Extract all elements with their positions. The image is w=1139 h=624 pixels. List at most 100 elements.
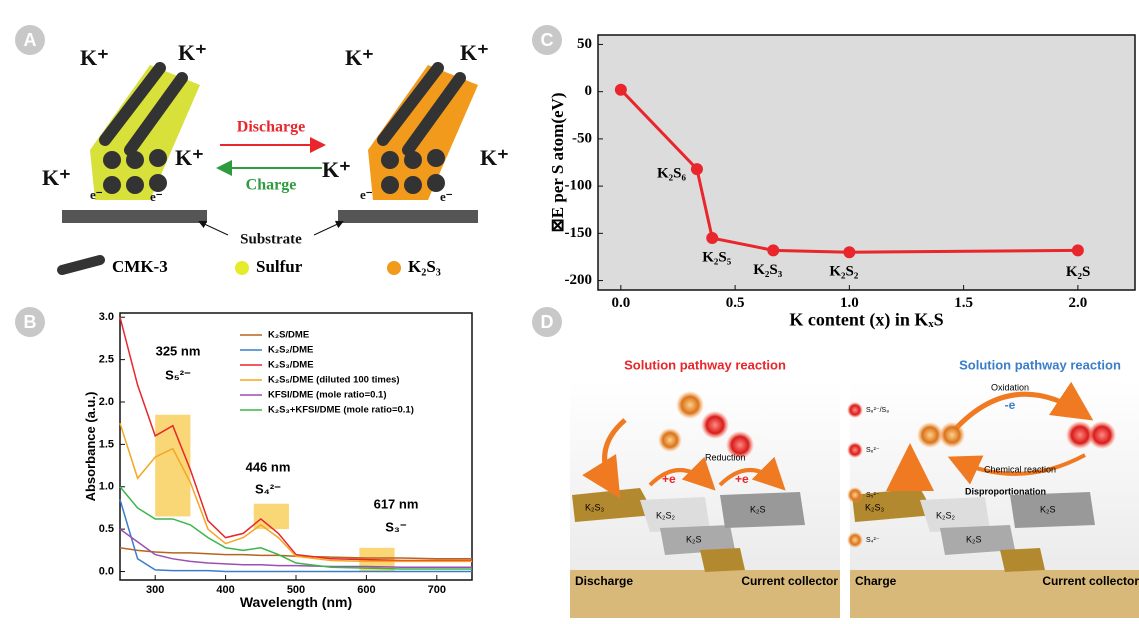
ion-label: K⁺ <box>80 45 109 70</box>
legend-label: Sulfur <box>256 257 303 276</box>
scene-title: Solution pathway reaction <box>624 357 786 372</box>
y-tick-label: 2.5 <box>99 354 114 366</box>
panel-a: K⁺ K⁺ K⁺ K⁺ K⁺ K⁺ K⁺ K⁺ e⁻ e⁻ e⁻ e⁻ Disc… <box>42 40 509 276</box>
charge-label: Charge <box>246 177 297 194</box>
point-label: K₂S <box>1066 264 1091 280</box>
x-tick-label: 1.0 <box>840 295 859 311</box>
arrow <box>718 456 786 491</box>
letter-badge <box>532 307 562 337</box>
legend-label: KFSI/DME (mole ratio=0.1) <box>268 390 387 401</box>
series-line <box>119 422 472 563</box>
annotation: S₅²⁻ <box>165 367 191 382</box>
species-label: K₂S <box>1040 504 1056 514</box>
disproportionation-label: Disproportionation <box>965 486 1046 496</box>
y-tick-label: -200 <box>565 272 593 288</box>
y-axis-label: ⊠E per S atom(eV) <box>548 93 567 233</box>
electron-label: +e <box>662 472 676 486</box>
y-tick-label: -150 <box>565 225 593 241</box>
collector-label: Current collector <box>1042 574 1139 588</box>
point-label: K₂S₃ <box>753 262 783 278</box>
legend-label: S₄²⁻ <box>866 537 880 544</box>
species-label: K₂S₂ <box>656 510 675 520</box>
series-line <box>119 317 472 562</box>
electron-label: e⁻ <box>360 187 373 202</box>
species-label: K₂S₃ <box>585 502 604 512</box>
ion-label: K⁺ <box>460 40 489 65</box>
x-tick-label: 400 <box>216 584 234 596</box>
legend-label: K₂S₃/DME <box>268 360 314 371</box>
mode-label: Charge <box>855 574 897 588</box>
ion-label: K⁺ <box>178 40 207 65</box>
x-tick-label: 500 <box>287 584 305 596</box>
panel-d: Solution pathway reaction Solution pathw… <box>570 357 1139 618</box>
ion-label: K⁺ <box>175 145 204 170</box>
y-tick-label: 50 <box>577 36 592 52</box>
species-label: K₂S <box>966 534 982 544</box>
chemical-label: Chemical reaction <box>984 464 1056 474</box>
series-line <box>119 547 472 560</box>
annotation: 617 nm <box>374 496 419 511</box>
ion-label: K⁺ <box>322 157 351 182</box>
point-label: K₂S₆ <box>657 166 687 182</box>
legend-label: S₈²⁻/S₈ <box>866 407 889 414</box>
oxidation-label: Oxidation <box>991 382 1029 392</box>
chart: 300 400 500 600 700 0.0 0.5 1.0 1.5 2.0 2.5 3.0 Wave… <box>83 311 473 610</box>
bundle-sulfur <box>90 62 200 200</box>
x-tick-label: 2.0 <box>1068 295 1087 311</box>
legend-label: S₅²⁻ <box>866 492 880 499</box>
panel-letter: A <box>24 30 37 50</box>
legend-label: K₂S₅/DME (diluted 100 times) <box>268 375 400 386</box>
legend-label: K₂S₃+KFSI/DME (mole ratio=0.1) <box>268 405 414 416</box>
point-label: K₂S₅ <box>702 249 732 265</box>
discharge-label: Discharge <box>237 119 305 136</box>
arrow <box>648 456 716 491</box>
ion-label: K⁺ <box>480 145 509 170</box>
series-line <box>119 486 472 570</box>
substrate-label: Substrate <box>240 231 302 247</box>
x-axis-label: Wavelength (nm) <box>240 594 352 610</box>
panel-letter: B <box>24 312 37 332</box>
electron-label: e⁻ <box>440 189 453 204</box>
letter-badge <box>15 25 45 55</box>
x-tick-label: 600 <box>357 584 375 596</box>
species-label: K₂S <box>750 504 766 514</box>
marker <box>614 83 627 96</box>
chart: 0.0 0.5 1.0 1.5 2.0 50 0 -50 -100 -150 -200 K conte… <box>548 34 1136 331</box>
highlight-band <box>155 414 191 517</box>
legend-swatch <box>57 255 105 275</box>
y-tick-label: 3.0 <box>99 311 114 323</box>
y-tick-label: -50 <box>572 130 592 146</box>
electron-label: e⁻ <box>90 187 103 202</box>
electron-label: -e <box>1005 398 1016 412</box>
legend-label: K₂S₂/DME <box>268 345 313 356</box>
annotation: 325 nm <box>156 343 201 358</box>
pointer <box>313 220 344 236</box>
series-line <box>119 499 472 573</box>
species-label: K₂S₂ <box>936 510 955 520</box>
y-tick-label: 1.0 <box>99 481 114 493</box>
legend-label: K₂S/DME <box>268 330 309 341</box>
marker <box>690 163 703 176</box>
y-tick-label: 0 <box>585 83 593 99</box>
x-tick-label: 1.5 <box>954 295 973 311</box>
species-label: K₂S <box>686 534 702 544</box>
collector-label: Current collector <box>741 574 838 588</box>
panel-letter: D <box>541 312 554 332</box>
series-line <box>619 88 1078 254</box>
letter-badge <box>15 307 45 337</box>
ion-label: K⁺ <box>345 45 374 70</box>
panel-letter: C <box>541 30 554 50</box>
point-label: K₂S₂ <box>829 264 859 280</box>
mode-label: Discharge <box>575 574 633 588</box>
y-tick-label: 2.0 <box>99 396 114 408</box>
particles <box>572 488 1095 572</box>
legend-label: CMK-3 <box>112 257 168 276</box>
arrow <box>947 453 1086 485</box>
legend-swatch <box>235 261 249 275</box>
x-tick-label: 0.5 <box>726 295 745 311</box>
collector <box>570 570 840 618</box>
x-axis-label: K content (x) in KₓS <box>789 310 943 331</box>
x-tick-label: 300 <box>146 584 164 596</box>
x-tick-label: 700 <box>428 584 446 596</box>
